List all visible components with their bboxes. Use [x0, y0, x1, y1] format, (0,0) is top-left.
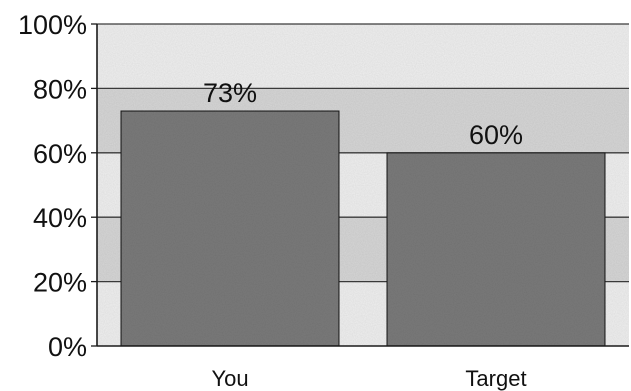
y-tick-label: 80%: [33, 74, 87, 104]
x-tick-label: You: [211, 366, 248, 391]
y-tick-label: 20%: [33, 268, 87, 298]
y-axis-ticks: 0% 20% 40% 60% 80% 100%: [18, 10, 97, 362]
y-tick-label: 100%: [18, 10, 87, 40]
data-label: 73%: [203, 78, 257, 108]
x-axis-ticks: You Target: [211, 366, 526, 391]
bar-you: [120, 110, 340, 347]
axes: [96, 24, 629, 347]
bars: [120, 110, 606, 347]
plot-band: [97, 24, 629, 89]
y-tick-label: 40%: [33, 203, 87, 233]
bar-target: [386, 152, 606, 347]
data-label: 60%: [469, 120, 523, 150]
y-tick-label: 0%: [48, 332, 87, 362]
x-tick-label: Target: [465, 366, 526, 391]
data-labels: 73% 60%: [203, 78, 523, 150]
y-tick-label: 60%: [33, 139, 87, 169]
